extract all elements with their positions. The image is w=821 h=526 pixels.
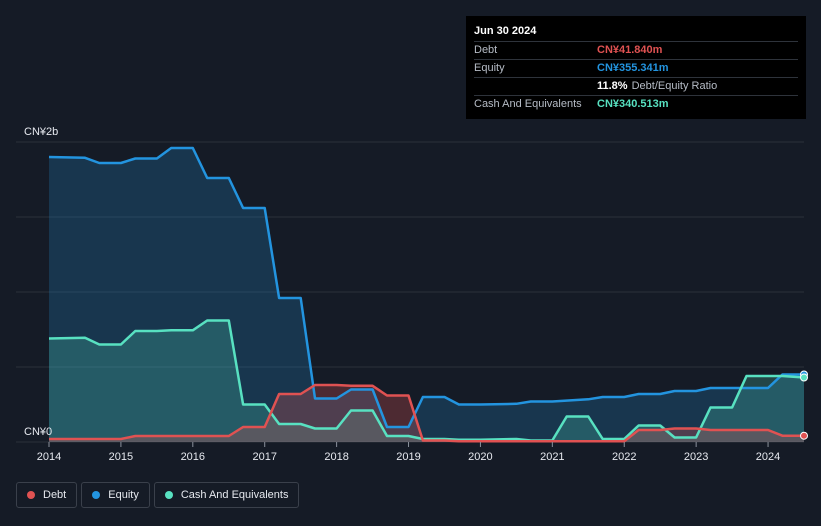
x-axis-ticks: 2014 2015 2016 2017 2018 2019 2020 2021 2022 2023… bbox=[37, 442, 780, 463]
y-axis-top-label: CN¥2b bbox=[24, 126, 58, 138]
debt-area bbox=[49, 385, 804, 442]
legend-cash-label: Cash And Equivalents bbox=[180, 489, 289, 501]
tooltip-cash-row: Cash And Equivalents CN¥340.513m bbox=[474, 96, 798, 113]
tooltip-date: Jun 30 2024 bbox=[474, 24, 798, 42]
x-tick-label-2024: 2024 bbox=[756, 451, 780, 463]
x-tick-label-2020: 2020 bbox=[468, 451, 492, 463]
tooltip-debt-row: Debt CN¥41.840m bbox=[474, 42, 798, 60]
debt-end-marker bbox=[800, 431, 808, 440]
x-tick-label-2017: 2017 bbox=[252, 451, 276, 463]
debt-line bbox=[49, 383, 804, 443]
cash-end-marker bbox=[800, 373, 808, 382]
series-end-markers bbox=[800, 370, 808, 440]
x-tick-label-2014: 2014 bbox=[37, 451, 61, 463]
x-tick-label-2019: 2019 bbox=[396, 451, 420, 463]
y-axis-bottom-label: CN¥0 bbox=[24, 426, 52, 438]
tooltip-equity-value: CN¥355.341m bbox=[597, 62, 669, 74]
legend-item-debt[interactable]: Debt bbox=[16, 482, 78, 508]
tooltip-ratio-row: 11.8% Debt/Equity Ratio bbox=[474, 78, 798, 96]
legend-item-equity[interactable]: Equity bbox=[81, 482, 150, 508]
equity-legend-dot-icon bbox=[92, 491, 101, 499]
tooltip-cash-value: CN¥340.513m bbox=[597, 98, 669, 110]
x-tick-label-2015: 2015 bbox=[109, 451, 133, 463]
x-tick-label-2018: 2018 bbox=[324, 451, 348, 463]
legend-equity-label: Equity bbox=[108, 489, 139, 501]
tooltip-equity-row: Equity CN¥355.341m bbox=[474, 60, 798, 78]
debt-legend-dot-icon bbox=[27, 491, 35, 499]
tooltip-ratio-label: Debt/Equity Ratio bbox=[631, 80, 718, 92]
tooltip-cash-label: Cash And Equivalents bbox=[474, 98, 582, 110]
x-tick-label-2016: 2016 bbox=[181, 451, 205, 463]
cash-legend-dot-icon bbox=[164, 491, 173, 499]
x-tick-label-2022: 2022 bbox=[612, 451, 636, 463]
legend-debt-label: Debt bbox=[43, 489, 67, 501]
tooltip-debt-value: CN¥41.840m bbox=[597, 44, 663, 56]
tooltip-ratio-value: 11.8% bbox=[597, 80, 628, 92]
tooltip-panel: Jun 30 2024 Debt CN¥41.840m Equity CN¥35… bbox=[466, 16, 806, 119]
gridlines bbox=[16, 141, 804, 443]
tooltip-equity-label: Equity bbox=[474, 62, 505, 74]
x-tick-label-2021: 2021 bbox=[540, 451, 564, 463]
chart-legend: Debt Equity Cash And Equivalents bbox=[16, 482, 300, 508]
x-tick-label-2023: 2023 bbox=[684, 451, 708, 463]
series-lines bbox=[48, 146, 805, 443]
tooltip-debt-label: Debt bbox=[474, 44, 498, 56]
legend-item-cash[interactable]: Cash And Equivalents bbox=[153, 482, 300, 508]
equity-line bbox=[48, 146, 804, 429]
cash-area bbox=[49, 320, 804, 442]
